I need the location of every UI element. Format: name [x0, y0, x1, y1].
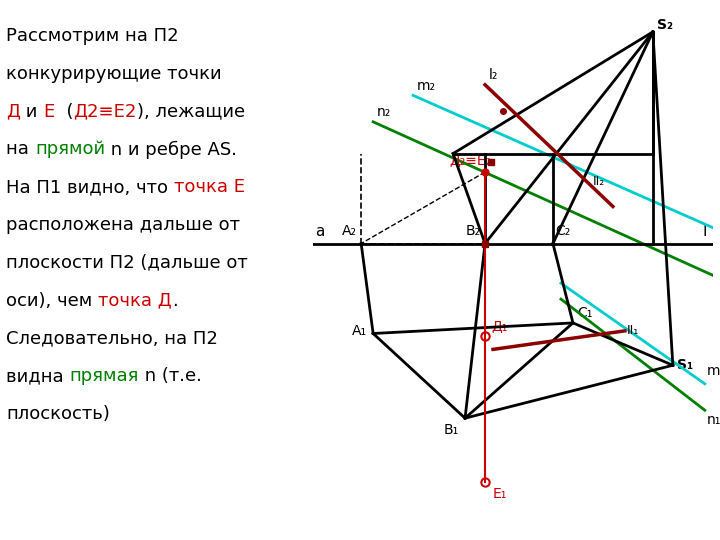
Text: m₁: m₁: [707, 364, 720, 379]
Text: n и ребре AS.: n и ребре AS.: [105, 140, 237, 159]
Text: A₁: A₁: [352, 324, 367, 338]
Text: m₂: m₂: [417, 79, 436, 93]
Text: Д₂≡Е₂: Д₂≡Е₂: [449, 153, 491, 167]
Text: прямая: прямая: [70, 367, 139, 385]
Text: S₁: S₁: [677, 358, 693, 372]
Text: Д₁: Д₁: [491, 320, 508, 334]
Text: конкурирующие точки: конкурирующие точки: [6, 65, 222, 83]
Text: II₂: II₂: [593, 175, 606, 188]
Text: Д2≡Е2: Д2≡Е2: [73, 103, 137, 120]
Text: S₂: S₂: [657, 18, 673, 32]
Text: a: a: [315, 224, 325, 239]
Text: Следовательно, на П2: Следовательно, на П2: [6, 329, 218, 347]
Text: n (т.е.: n (т.е.: [139, 367, 202, 385]
Text: A₂: A₂: [342, 224, 357, 238]
Text: Е: Е: [43, 103, 55, 120]
Text: B₂: B₂: [466, 224, 481, 238]
Text: Рассмотрим на П2: Рассмотрим на П2: [6, 27, 179, 45]
Text: B₁: B₁: [444, 423, 459, 437]
Text: видна: видна: [6, 367, 70, 385]
Text: плоскости П2 (дальше от: плоскости П2 (дальше от: [6, 254, 248, 272]
Text: ), лежащие: ), лежащие: [137, 103, 245, 120]
Text: Е₁: Е₁: [493, 487, 508, 501]
Text: оси), чем: оси), чем: [6, 292, 99, 309]
Text: на: на: [6, 140, 35, 158]
Text: C₁: C₁: [577, 306, 593, 320]
Text: прямой: прямой: [35, 140, 105, 158]
Text: и: и: [20, 103, 43, 120]
Text: расположена дальше от: расположена дальше от: [6, 216, 240, 234]
Text: плоскость): плоскость): [6, 405, 110, 423]
Text: (: (: [55, 103, 73, 120]
Text: I: I: [703, 224, 707, 239]
Text: C₂: C₂: [555, 224, 570, 238]
Text: На П1 видно, что: На П1 видно, что: [6, 178, 174, 196]
Text: точка Е: точка Е: [174, 178, 245, 196]
Text: n₁: n₁: [707, 413, 720, 427]
Text: l₂: l₂: [489, 68, 498, 82]
Text: .: .: [172, 292, 178, 309]
Text: II₁: II₁: [627, 325, 639, 338]
Text: точка Д: точка Д: [99, 292, 172, 309]
Text: Д: Д: [6, 103, 20, 120]
Text: n₂: n₂: [377, 105, 392, 119]
